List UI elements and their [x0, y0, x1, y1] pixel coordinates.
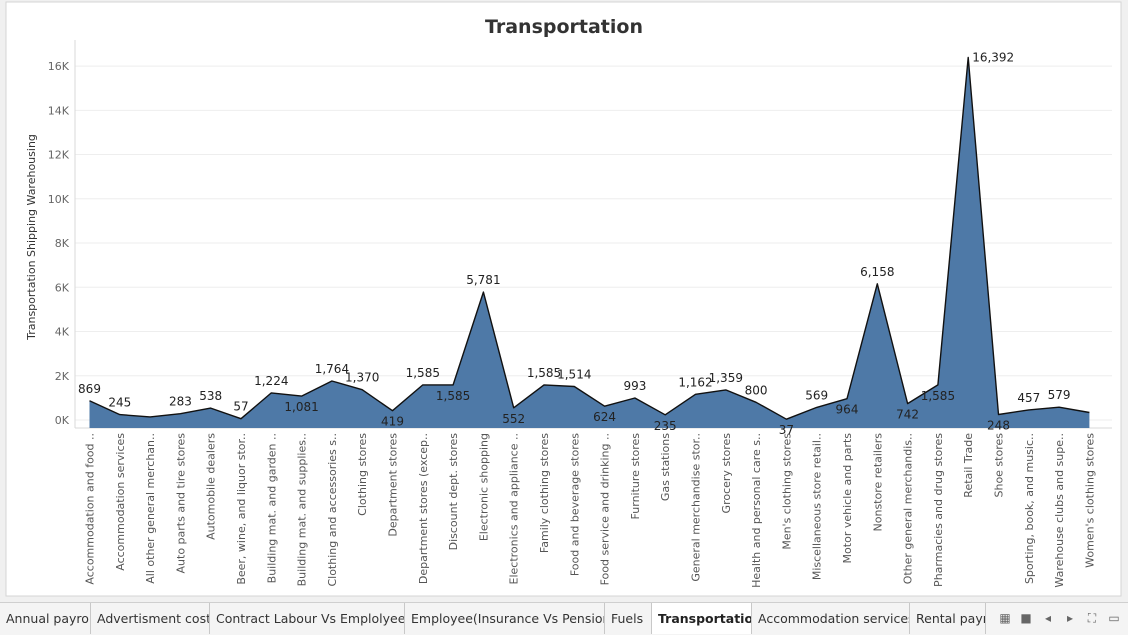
x-tick-label: Family clothing stores	[538, 433, 551, 553]
y-tick-label: 16K	[48, 60, 70, 73]
area-chart: Transportation Transportation Shipping Wa…	[5, 1, 1122, 597]
x-tick-label: Gas stations	[659, 433, 672, 501]
data-label: 538	[199, 389, 222, 403]
data-label: 624	[593, 410, 616, 424]
x-tick-label: Nonstore retailers	[871, 433, 884, 532]
data-label: 245	[108, 396, 131, 410]
x-tick-label: Health and personal care s..	[750, 433, 763, 588]
x-tick-label: Women's clothing stores	[1083, 433, 1096, 568]
data-label: 579	[1048, 388, 1071, 402]
next-sheet-icon[interactable]: ▸	[1066, 611, 1074, 625]
x-tick-label: Electronics and appliance ..	[508, 433, 521, 584]
data-label: 235	[654, 419, 677, 433]
data-label: 1,224	[254, 374, 288, 388]
data-label: 1,585	[921, 389, 955, 403]
x-tick-label: Building mat. and supplies..	[296, 433, 309, 586]
x-tick-label: Other general merchandis..	[902, 433, 915, 584]
x-tick-label: Food service and drinking ..	[599, 433, 612, 585]
data-label: 1,585	[527, 366, 561, 380]
x-tick-label: Clothing stores	[356, 433, 369, 516]
data-label: 1,370	[345, 371, 379, 385]
data-label: 1,359	[709, 371, 743, 385]
data-label: 552	[502, 412, 525, 426]
x-tick-label: All other general merchan..	[144, 433, 157, 584]
x-tick-label: Men's clothing stores	[780, 433, 793, 550]
y-axis-title: Transportation Shipping Warehousing	[25, 134, 38, 341]
grid-view-icon[interactable]: ▦	[999, 611, 1011, 625]
data-label: 5,781	[466, 273, 500, 287]
x-tick-label: Auto parts and tire stores	[174, 433, 187, 574]
y-tick-label: 0K	[55, 414, 70, 427]
y-tick-label: 2K	[55, 370, 70, 383]
sheet-tab[interactable]: Rental paym	[910, 603, 986, 634]
y-tick-label: 14K	[48, 104, 70, 117]
data-label: 1,081	[284, 400, 318, 414]
x-tick-label: Warehouse clubs and supe..	[1053, 433, 1066, 588]
chart-panel	[5, 1, 1122, 597]
x-tick-label: Food and beverage stores	[568, 433, 581, 576]
data-label: 569	[805, 388, 828, 402]
fullscreen-icon[interactable]: ⛶	[1087, 611, 1097, 625]
y-tick-label: 8K	[55, 237, 70, 250]
y-tick-label: 12K	[48, 149, 70, 162]
x-tick-label: Department stores	[387, 433, 400, 537]
data-label: 964	[836, 403, 859, 417]
sheet-tab[interactable]: Accommodation services	[752, 603, 910, 634]
x-tick-label: Miscellaneous store retail..	[811, 433, 824, 580]
data-label: 869	[78, 382, 101, 396]
data-label: 1,585	[406, 366, 440, 380]
present-icon[interactable]: ▭	[1108, 611, 1120, 625]
y-tick-label: 10K	[48, 193, 70, 206]
x-tick-label: Sporting, book, and music..	[1023, 433, 1036, 584]
sheet-tab-bar: Annual payroll Advertisment cost Contract …	[0, 602, 1128, 635]
data-label: 1,764	[315, 362, 349, 376]
data-label: 457	[1017, 391, 1040, 405]
data-label: 1,514	[557, 368, 591, 382]
x-tick-label: Building mat. and garden ..	[265, 433, 278, 583]
data-label: 1,162	[678, 375, 712, 389]
y-tick-label: 4K	[55, 326, 70, 339]
data-label: 800	[745, 383, 768, 397]
sheet-tab[interactable]: Advertisment cost	[91, 603, 210, 634]
data-label: 993	[623, 379, 646, 393]
data-label: 57	[233, 400, 248, 414]
x-tick-label: Pharmacies and drug stores	[932, 433, 945, 587]
x-tick-label: Department stores (excep..	[417, 433, 430, 584]
x-tick-label: Shoe stores	[993, 433, 1006, 498]
single-view-icon[interactable]: ■	[1020, 611, 1032, 625]
x-tick-label: Clothing and accessories s..	[326, 433, 339, 587]
x-tick-label: Accommodation services	[114, 433, 127, 571]
x-tick-label: Discount dept. stores	[447, 433, 460, 551]
data-label: 1,585	[436, 389, 470, 403]
chart-title: Transportation	[485, 16, 643, 38]
sheet-tab[interactable]: Contract Labour Vs Emplolyees	[210, 603, 405, 634]
x-tick-label: General merchandise stor..	[690, 433, 703, 582]
data-label: 283	[169, 395, 192, 409]
sheet-tab[interactable]: Transportation	[652, 603, 752, 634]
x-tick-label: Furniture stores	[629, 433, 642, 520]
data-label: 16,392	[972, 50, 1014, 64]
data-label: 37	[779, 423, 794, 437]
x-tick-label: Motor vehicle and parts	[841, 433, 854, 564]
data-label: 248	[987, 419, 1010, 433]
x-tick-label: Retail Trade	[962, 433, 975, 498]
sheet-tab[interactable]: Employee(Insurance Vs Pension)	[405, 603, 605, 634]
data-label: 419	[381, 415, 404, 429]
area-fill	[89, 57, 1090, 429]
prev-sheet-icon[interactable]: ◂	[1044, 611, 1052, 625]
area-outline	[89, 56, 1090, 420]
x-tick-label: Automobile dealers	[205, 433, 218, 540]
data-label: 742	[896, 408, 919, 422]
sheet-tab[interactable]: Fuels	[605, 603, 652, 634]
x-tick-label: Beer, wine, and liquor stor..	[235, 433, 248, 585]
x-tick-label: Electronic shopping	[477, 433, 490, 541]
sheet-tab[interactable]: Annual payroll	[0, 603, 91, 634]
x-tick-label: Grocery stores	[720, 433, 733, 514]
x-tick-label: Accommodation and food ..	[84, 433, 97, 585]
data-label: 6,158	[860, 265, 894, 279]
y-tick-label: 6K	[55, 281, 70, 294]
